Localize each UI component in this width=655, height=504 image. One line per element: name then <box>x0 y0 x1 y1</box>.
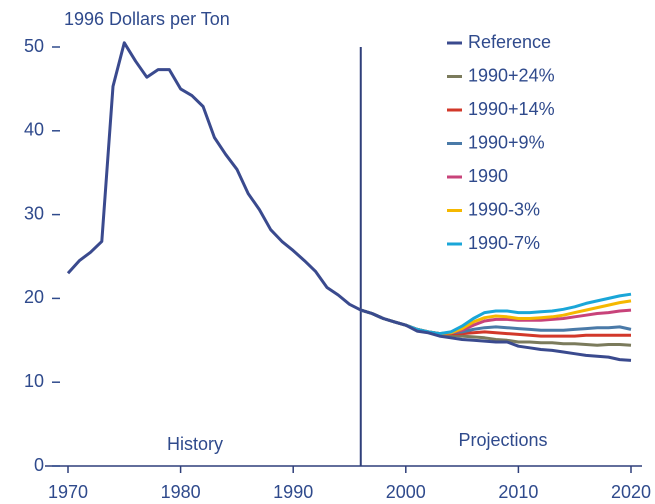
history-label: History <box>167 434 223 454</box>
projections-label: Projections <box>458 430 547 450</box>
legend-label: Reference <box>468 32 551 52</box>
legend-label: 1990-7% <box>468 233 540 253</box>
legend-label: 1990+24% <box>468 65 555 85</box>
y-tick-label: 10 <box>24 371 44 391</box>
x-tick-label: 1980 <box>161 482 201 502</box>
y-tick-label: 50 <box>24 36 44 56</box>
y-axis-label: 1996 Dollars per Ton <box>64 9 230 29</box>
series-line <box>66 41 632 362</box>
x-tick-label: 2000 <box>386 482 426 502</box>
y-tick-label: 20 <box>24 287 44 307</box>
legend-label: 1990+9% <box>468 132 545 152</box>
x-tick-label: 1970 <box>48 482 88 502</box>
series-line <box>360 308 632 336</box>
legend-label: 1990-3% <box>468 199 540 219</box>
x-tick-label: 2020 <box>611 482 651 502</box>
legend-label: 1990 <box>468 166 508 186</box>
y-tick-label: 30 <box>24 203 44 223</box>
legend-label: 1990+14% <box>468 99 555 119</box>
y-tick-label: 40 <box>24 120 44 140</box>
x-tick-label: 2010 <box>498 482 538 502</box>
x-tick-label: 1990 <box>273 482 313 502</box>
y-tick-label: 0 <box>34 455 44 475</box>
